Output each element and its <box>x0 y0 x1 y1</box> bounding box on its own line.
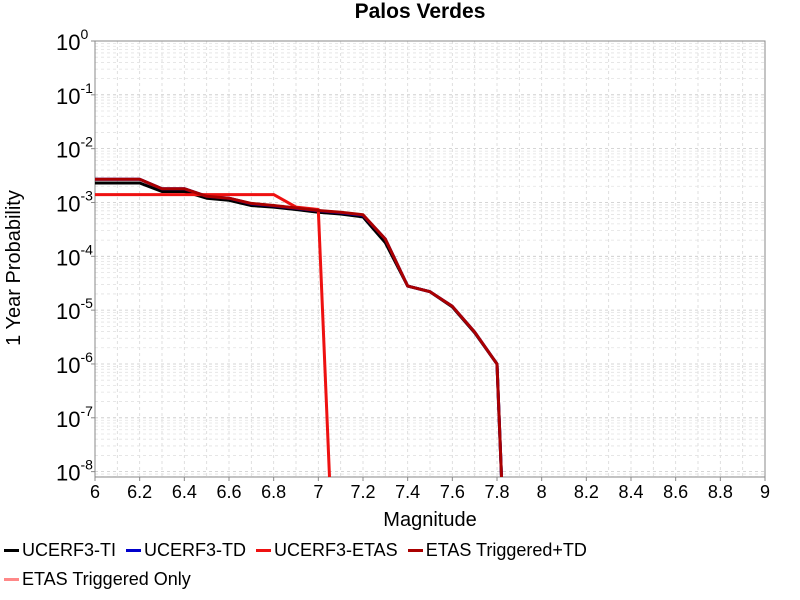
plot-frame <box>94 40 766 478</box>
legend-row-2: ETAS Triggered Only <box>0 565 800 594</box>
legend-swatch-ucerf3-td <box>126 549 141 552</box>
legend-label-ucerf3-etas: UCERF3-ETAS <box>274 540 398 560</box>
x-axis-ticks: 6 6.2 6.4 6.6 6.8 7 7.2 7.4 7.6 7.8 8 8.2 8.4 8.6 8.8 9 <box>90 477 770 502</box>
legend-item-ucerf3-etas: UCERF3-ETAS <box>252 540 398 561</box>
x-tick-label: 7.4 <box>395 482 420 502</box>
x-tick-label: 8.6 <box>663 482 688 502</box>
y-tick-label: 10-3 <box>56 187 93 216</box>
legend-item-ucerf3-ti: UCERF3-TI <box>0 540 116 561</box>
x-tick-label: 6.2 <box>127 482 152 502</box>
x-tick-label: 6.4 <box>172 482 197 502</box>
x-tick-label: 7.2 <box>350 482 375 502</box>
x-tick-label: 7.8 <box>484 482 509 502</box>
y-tick-label: 10-5 <box>56 295 93 324</box>
legend-label-etas-triggered-only: ETAS Triggered Only <box>22 569 191 589</box>
x-tick-label: 7 <box>313 482 323 502</box>
y-tick-label: 10-2 <box>56 134 93 163</box>
legend-label-ucerf3-td: UCERF3-TD <box>144 540 246 560</box>
legend-swatch-etas-triggered-td <box>407 549 423 552</box>
y-tick-label: 100 <box>56 26 88 55</box>
series-line-2 <box>95 193 331 478</box>
x-tick-label: 9 <box>760 482 770 502</box>
legend-label-etas-triggered-td: ETAS Triggered+TD <box>425 540 587 560</box>
legend: UCERF3-TI UCERF3-TD UCERF3-ETAS ETAS Tri… <box>0 536 800 594</box>
series-line-0 <box>95 181 503 478</box>
legend-item-etas-triggered-td: ETAS Triggered+TD <box>404 540 587 561</box>
x-tick-label: 8.8 <box>708 482 733 502</box>
x-tick-label: 6.8 <box>261 482 286 502</box>
y-tick-label: 10-6 <box>56 349 93 378</box>
legend-label-ucerf3-ti: UCERF3-TI <box>22 540 116 560</box>
series-line-3 <box>95 177 503 478</box>
series-layer <box>95 177 503 478</box>
y-tick-label: 10-8 <box>56 457 93 486</box>
x-tick-label: 8.2 <box>574 482 599 502</box>
x-tick-label: 6.6 <box>216 482 241 502</box>
y-tick-label: 10-1 <box>56 80 93 109</box>
grid-lines <box>94 40 766 478</box>
y-tick-label: 10-4 <box>56 241 93 270</box>
y-axis-ticks: 100 10-1 10-2 10-3 10-4 10-5 10-6 10-7 10-8 <box>56 26 95 486</box>
x-axis-label: Magnitude <box>383 509 476 531</box>
legend-row-1: UCERF3-TI UCERF3-TD UCERF3-ETAS ETAS Tri… <box>0 536 800 565</box>
y-tick-label: 10-7 <box>56 403 93 432</box>
y-axis-label: 1 Year Probability <box>3 190 25 346</box>
legend-swatch-ucerf3-ti <box>4 549 19 552</box>
chart-title: Palos Verdes <box>355 0 486 23</box>
x-tick-label: 7.6 <box>440 482 465 502</box>
legend-item-etas-triggered-only: ETAS Triggered Only <box>0 569 191 590</box>
legend-swatch-ucerf3-etas <box>256 549 271 552</box>
x-tick-label: 6 <box>90 482 100 502</box>
x-tick-label: 8.4 <box>618 482 643 502</box>
legend-item-ucerf3-td: UCERF3-TD <box>122 540 246 561</box>
x-tick-label: 8 <box>537 482 547 502</box>
legend-swatch-etas-triggered-only <box>4 578 19 581</box>
